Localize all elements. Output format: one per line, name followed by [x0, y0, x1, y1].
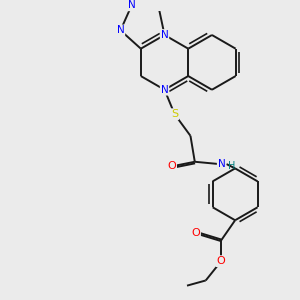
Text: O: O [191, 228, 200, 238]
Text: N: N [218, 159, 226, 169]
Text: N: N [161, 85, 168, 95]
Text: O: O [216, 256, 225, 266]
Text: O: O [167, 161, 176, 171]
Text: N: N [161, 30, 168, 40]
Text: S: S [171, 109, 178, 119]
Text: N: N [117, 26, 124, 35]
Text: H: H [228, 161, 235, 171]
Text: N: N [128, 0, 136, 11]
